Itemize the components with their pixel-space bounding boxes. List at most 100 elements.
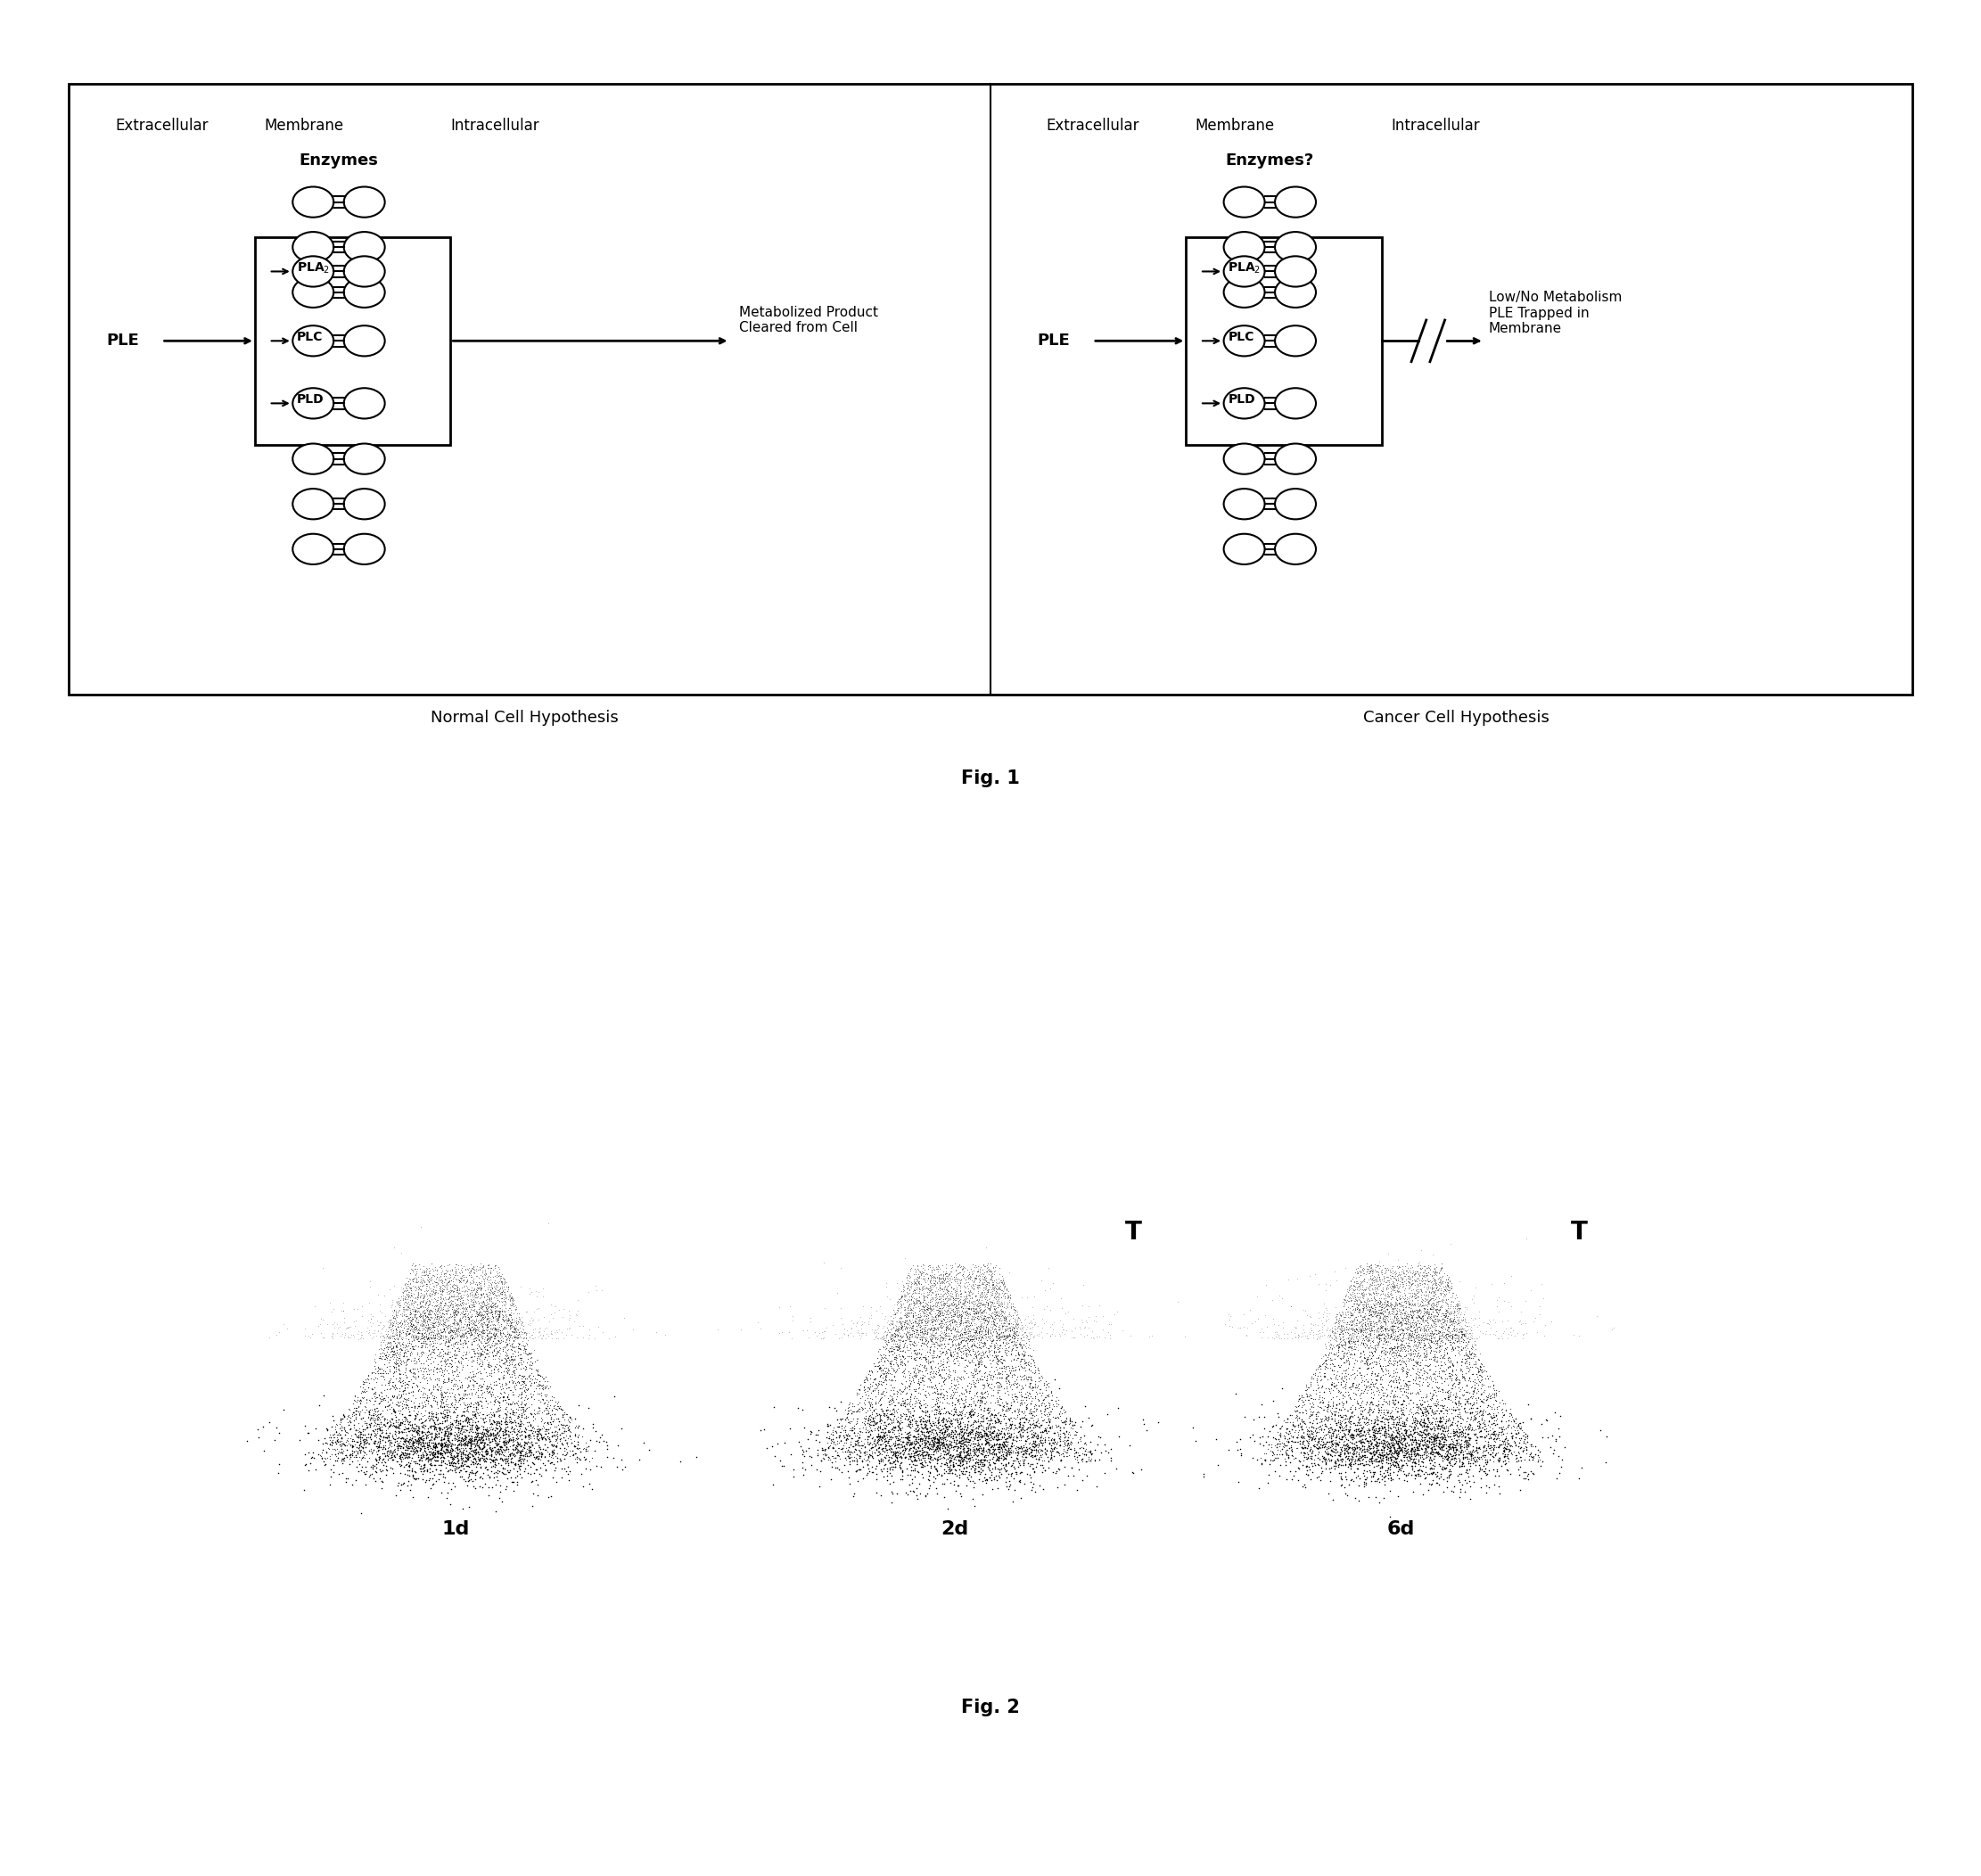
Point [1333,1420,1365,1450]
Point [987,1319,1018,1349]
Point [420,1266,452,1296]
Point [897,1296,929,1326]
Point [1408,1356,1440,1386]
Point [1436,1306,1468,1336]
Point [1361,1270,1393,1300]
Point [935,1341,967,1371]
Point [992,1411,1024,1441]
Point [929,1272,961,1302]
Point [987,1296,1018,1326]
Point [874,1469,905,1499]
Point [1393,1443,1424,1473]
Point [452,1266,483,1296]
Point [1347,1291,1379,1321]
Point [458,1345,489,1375]
Point [1450,1306,1482,1336]
Point [951,1392,983,1422]
Point [446,1424,477,1454]
Point [1018,1392,1050,1422]
Point [493,1441,525,1471]
Point [911,1345,943,1375]
Point [438,1298,469,1328]
Point [368,1446,400,1476]
Point [1430,1323,1462,1353]
Point [1355,1465,1387,1495]
Point [1379,1289,1410,1319]
Point [1347,1403,1379,1433]
Point [1307,1431,1339,1461]
Point [406,1300,438,1330]
Point [1361,1317,1393,1347]
Point [1401,1448,1432,1478]
Point [889,1338,921,1368]
Point [402,1309,434,1339]
Point [1523,1450,1555,1480]
Point [804,1445,836,1475]
Point [547,1454,578,1484]
Point [475,1435,507,1465]
Point [927,1317,959,1347]
Point [1363,1418,1395,1448]
Point [1288,1469,1319,1499]
Point [392,1302,424,1332]
Point [481,1424,513,1454]
Point [374,1308,406,1338]
Point [903,1366,935,1396]
Point [370,1460,402,1490]
Point [975,1298,1006,1328]
Point [929,1308,961,1338]
Point [1428,1300,1460,1330]
Point [961,1433,992,1463]
Point [1375,1360,1407,1390]
Point [469,1315,501,1345]
Point [979,1371,1010,1401]
Point [446,1330,477,1360]
Point [481,1321,513,1351]
Point [1365,1264,1397,1294]
Point [501,1349,533,1379]
Point [1377,1445,1408,1475]
Point [1436,1431,1468,1461]
Point [487,1424,519,1454]
Point [507,1326,539,1356]
Point [460,1418,491,1448]
Point [479,1428,511,1458]
Point [1008,1446,1040,1476]
Point [495,1407,527,1437]
Point [985,1291,1016,1321]
Point [886,1460,917,1490]
Point [426,1439,458,1469]
Point [1424,1343,1456,1373]
Point [418,1450,450,1480]
Point [945,1326,977,1356]
Point [1341,1433,1373,1463]
Point [1389,1317,1420,1347]
Point [957,1302,989,1332]
Point [1385,1445,1416,1475]
Point [1375,1287,1407,1317]
Point [509,1364,541,1394]
Point [323,1460,355,1490]
Point [1329,1317,1361,1347]
Point [1434,1293,1466,1323]
Point [981,1274,1012,1304]
Point [426,1317,458,1347]
Point [454,1274,485,1304]
Point [957,1362,989,1392]
Point [495,1443,527,1473]
Point [882,1317,913,1347]
Point [1363,1304,1395,1334]
Point [1026,1411,1058,1441]
Point [846,1394,878,1424]
Point [473,1424,505,1454]
Point [400,1300,432,1330]
Point [1397,1300,1428,1330]
Point [959,1298,990,1328]
Point [408,1306,440,1336]
Point [905,1330,937,1360]
Point [374,1435,406,1465]
Point [1327,1304,1359,1334]
Point [521,1420,553,1450]
Point [390,1289,422,1319]
Point [1379,1394,1410,1424]
